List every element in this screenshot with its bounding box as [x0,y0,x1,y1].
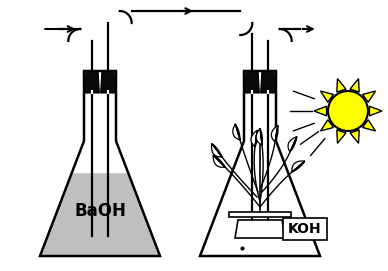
Text: BaOH: BaOH [74,202,126,220]
Polygon shape [288,137,297,152]
Polygon shape [362,120,376,131]
Polygon shape [233,124,240,140]
Polygon shape [40,173,160,256]
Polygon shape [314,106,327,116]
Polygon shape [100,71,115,93]
Polygon shape [211,144,222,157]
Polygon shape [320,120,333,131]
Polygon shape [369,106,382,116]
Polygon shape [292,161,305,172]
Polygon shape [362,91,376,102]
Polygon shape [251,130,258,147]
Polygon shape [337,130,346,143]
Polygon shape [350,79,359,92]
Polygon shape [337,79,346,92]
Polygon shape [229,212,291,217]
Polygon shape [271,125,278,142]
Polygon shape [245,71,259,93]
Text: KOH: KOH [288,222,322,236]
Polygon shape [350,130,359,143]
FancyBboxPatch shape [283,218,327,240]
Circle shape [328,91,368,131]
Polygon shape [320,91,333,102]
Polygon shape [256,128,262,145]
Polygon shape [235,220,285,238]
Polygon shape [85,71,99,93]
Polygon shape [261,71,275,93]
Polygon shape [213,155,225,167]
